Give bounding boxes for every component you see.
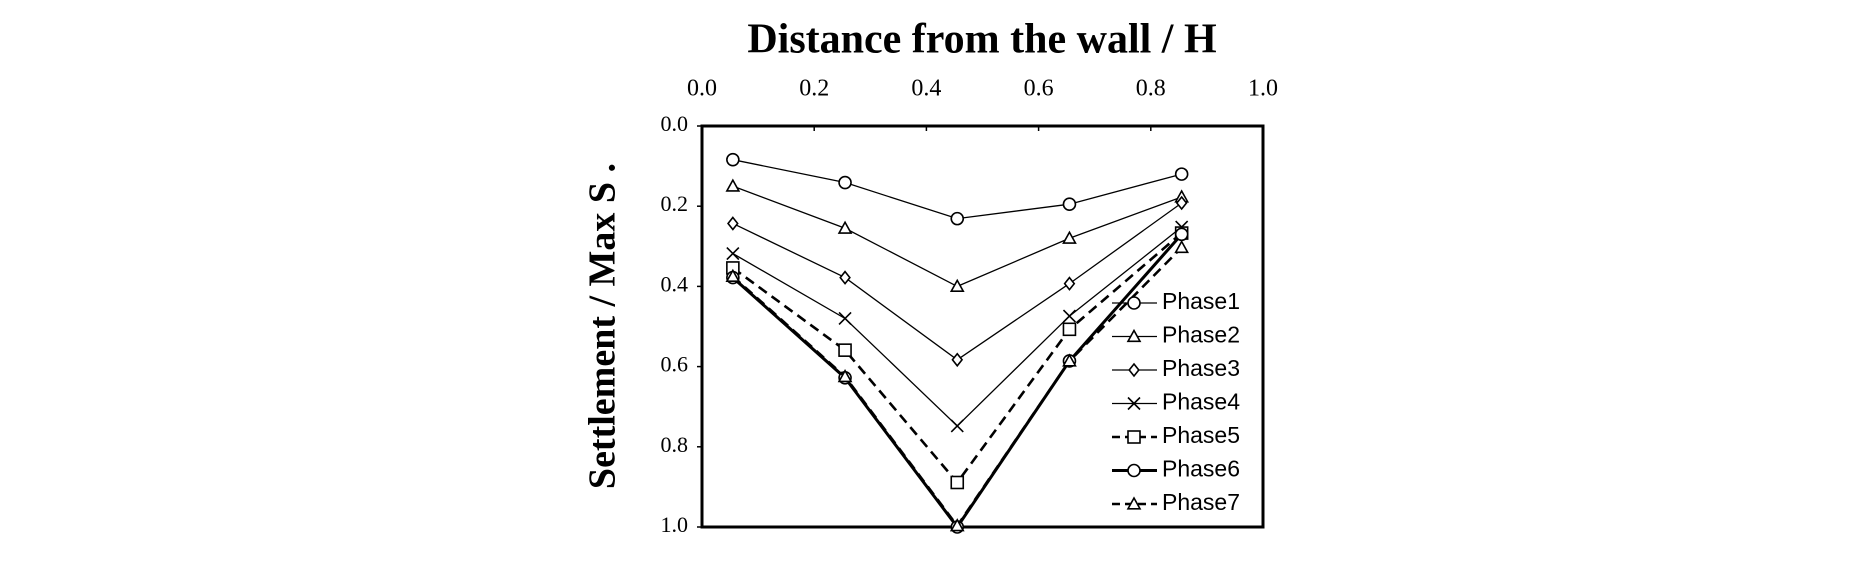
series-line [732,226,1183,427]
legend-marker [1126,496,1142,510]
legend-marker [1127,430,1141,444]
y-tick-label: 1.0 [661,512,689,537]
x-tick-label: 0.0 [687,76,717,102]
data-point [1174,227,1189,242]
data-point [1062,353,1077,367]
data-point [726,246,740,261]
y-axis-label: Settlement / Max S . [582,163,624,489]
legend-label: Phase1 [1162,288,1240,314]
data-point [1062,322,1077,337]
data-point [1063,276,1076,291]
legend-label: Phase6 [1162,456,1240,482]
legend-marker [1128,362,1140,378]
data-point [1174,239,1190,254]
legend-marker [1127,463,1141,478]
legend-marker [1127,296,1141,310]
x-tick-label: 0.6 [1024,76,1054,102]
data-point [950,475,965,490]
legend-label: Phase5 [1162,422,1240,448]
data-point [951,352,964,368]
y-tick-label: 0.4 [661,271,689,296]
legend-label: Phase3 [1162,355,1240,381]
data-point [1174,167,1189,181]
data-point [838,311,852,326]
y-tick-label: 0.0 [661,111,689,136]
data-point [950,419,964,433]
data-point [837,220,853,234]
y-tick-label: 0.2 [661,191,689,216]
x-tick-label: 0.8 [1136,76,1166,102]
data-point [1062,197,1077,211]
data-point [1175,195,1188,211]
y-tick-label: 0.6 [661,352,689,377]
data-point [950,211,965,226]
data-point [1062,230,1077,244]
legend-marker [1127,396,1141,411]
legend-marker [1126,328,1142,343]
chart-title: Distance from the wall / H [747,17,1216,63]
series-line [732,159,1182,220]
legend-label: Phase4 [1162,389,1240,415]
data-point [727,216,739,231]
series-line [732,185,1182,288]
data-point [838,343,852,357]
data-point [949,518,965,532]
legend-label: Phase7 [1162,489,1240,515]
data-point [725,268,741,282]
data-point [949,278,965,293]
data-point [726,152,740,167]
data-point [837,368,853,383]
plot-frame [700,124,1265,529]
x-tick-label: 0.4 [911,76,941,102]
x-tick-label: 0.2 [799,76,829,102]
x-tick-label: 1.0 [1248,76,1278,102]
y-tick-label: 0.8 [661,432,689,457]
data-point [725,178,741,192]
data-point [838,175,852,190]
data-point [839,270,851,285]
legend-label: Phase2 [1162,322,1240,348]
data-point [1062,309,1077,323]
